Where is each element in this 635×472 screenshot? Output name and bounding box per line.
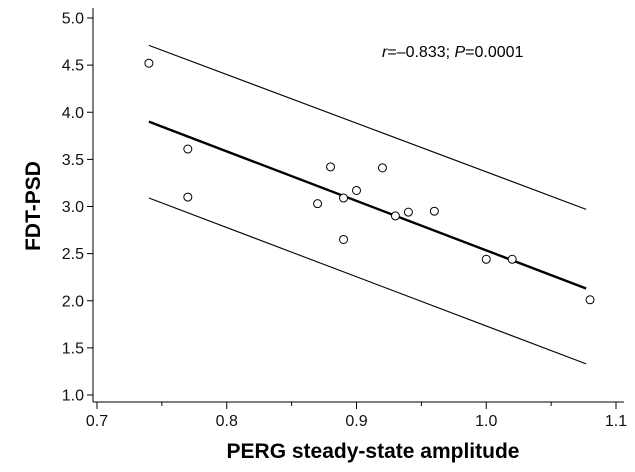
- x-tick-label: 1.1: [605, 413, 627, 430]
- y-axis-title: FDT-PSD: [22, 161, 45, 251]
- data-point: [429, 206, 439, 216]
- x-tick-label: 0.7: [86, 413, 108, 430]
- data-point: [339, 193, 349, 203]
- r-value: =–0.833;: [387, 44, 454, 61]
- data-points: [144, 58, 595, 305]
- data-point: [585, 295, 595, 305]
- r-symbol: r: [382, 44, 388, 61]
- lower-confidence-line: [148, 197, 587, 365]
- x-tick-label: 0.9: [345, 413, 367, 430]
- data-point: [507, 254, 517, 264]
- regression-line: [148, 120, 587, 290]
- data-point: [313, 199, 323, 209]
- y-tick-label: 5.0: [62, 11, 84, 28]
- fit-lines: [148, 44, 587, 365]
- data-point: [352, 185, 361, 195]
- y-tick-label: 1.5: [62, 340, 84, 357]
- x-axis-title: PERG steady-state amplitude: [227, 440, 520, 463]
- x-tick-label: 1.0: [475, 413, 497, 430]
- data-point: [183, 144, 193, 154]
- data-point: [326, 162, 336, 172]
- y-tick-label: 4.5: [62, 58, 84, 75]
- y-tick-label: 4.0: [62, 105, 84, 122]
- y-ticks: 1.0 1.5 2.0 2.5 3.0 3.5 4.0 4.5 5.0: [62, 11, 93, 405]
- data-point: [390, 211, 400, 221]
- data-point: [144, 58, 154, 68]
- data-point: [339, 234, 349, 244]
- upper-confidence-line: [148, 44, 587, 210]
- data-point: [403, 207, 413, 217]
- axes: [92, 8, 624, 403]
- x-ticks: 0.7 0.8 0.9 1.0 1.1: [86, 402, 627, 430]
- p-value: =0.0001: [465, 44, 523, 61]
- data-point: [183, 192, 193, 202]
- correlation-annotation: r=–0.833; P=0.0001: [382, 44, 524, 61]
- data-point: [481, 254, 491, 264]
- y-tick-label: 3.5: [62, 152, 84, 169]
- data-point: [377, 163, 387, 173]
- y-tick-label: 3.0: [62, 199, 84, 216]
- x-tick-label: 0.8: [216, 413, 238, 430]
- p-symbol: P: [455, 44, 466, 61]
- y-tick-label: 2.5: [62, 246, 84, 263]
- y-tick-label: 1.0: [62, 388, 84, 405]
- y-tick-label: 2.0: [62, 293, 84, 310]
